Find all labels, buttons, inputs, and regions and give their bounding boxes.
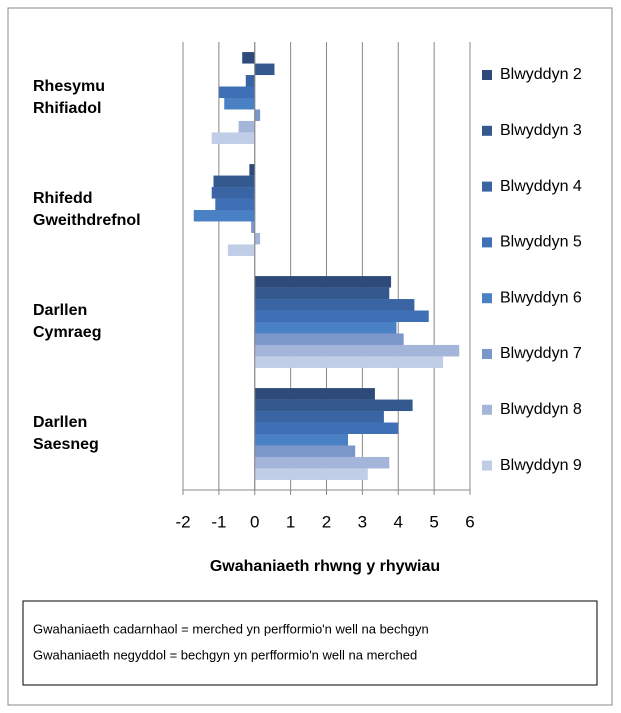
- bar: [254, 232, 261, 245]
- bar: [254, 468, 368, 480]
- label-line: Rhesymu: [33, 78, 105, 95]
- x-tick-label: 6: [465, 512, 474, 531]
- bar: [213, 175, 255, 188]
- x-tick-label: 3: [358, 512, 367, 531]
- legend-swatch: [482, 404, 492, 415]
- label-line: Gweithdrefnol: [33, 212, 141, 229]
- y-tick-label: Darllen Cymraeg: [33, 302, 101, 341]
- x-tick-label: -2: [175, 512, 190, 531]
- note-box: [22, 600, 598, 686]
- bar: [254, 299, 415, 311]
- bar: [211, 187, 255, 199]
- bar: [218, 86, 255, 98]
- y-tick-label: Rhifedd Gweithdrefnol: [33, 190, 141, 229]
- legend-swatch: [482, 293, 492, 304]
- label-line: Rhifedd: [33, 190, 93, 207]
- legend-swatch: [482, 237, 492, 248]
- label-line: Darllen: [33, 302, 87, 319]
- bar: [254, 322, 397, 334]
- bar: [254, 333, 404, 345]
- x-tick-label: 5: [429, 512, 438, 531]
- legend-label: Blwyddyn 3: [500, 122, 582, 139]
- x-tick-label: 0: [250, 512, 259, 531]
- label-line: Darllen: [33, 414, 87, 431]
- bar: [254, 434, 349, 446]
- legend-label: Blwyddyn 6: [500, 289, 582, 306]
- bar: [254, 310, 429, 322]
- bar: [249, 164, 255, 176]
- legend-label: Blwyddyn 2: [500, 66, 582, 83]
- bar: [224, 98, 255, 110]
- legend-swatch: [482, 349, 492, 359]
- x-tick-label: -1: [211, 512, 226, 531]
- bar: [245, 75, 255, 87]
- x-tick-label: 2: [322, 512, 331, 531]
- bar: [254, 344, 460, 357]
- legend-swatch: [482, 460, 492, 471]
- bar: [254, 445, 356, 457]
- note: Gwahaniaeth cadarnhaol = merched yn perf…: [33, 621, 429, 636]
- bar: [254, 63, 275, 76]
- bar: [254, 411, 384, 423]
- y-tick-label: Darllen Saesneg: [33, 414, 99, 453]
- bar: [254, 456, 390, 469]
- legend-label: Blwyddyn 9: [500, 457, 582, 474]
- bar: [254, 422, 399, 434]
- bar: [254, 356, 444, 368]
- x-axis-title: Gwahaniaeth rhwng y rhywiau: [210, 558, 440, 575]
- bar: [251, 221, 255, 233]
- x-tick-label: 1: [286, 512, 295, 531]
- bar: [254, 287, 390, 300]
- legend-swatch: [482, 125, 492, 136]
- legend-label: Blwyddyn 4: [500, 178, 582, 195]
- bar: [254, 276, 392, 288]
- bar: [254, 399, 413, 412]
- bar: [254, 109, 261, 121]
- bar: [242, 52, 255, 64]
- legend-label: Blwyddyn 8: [500, 401, 582, 418]
- label-line: Rhifiadol: [33, 100, 101, 117]
- bar: [238, 120, 255, 133]
- legend-label: Blwyddyn 5: [500, 234, 582, 251]
- bar: [193, 210, 255, 222]
- label-line: Saesneg: [33, 436, 99, 453]
- bar: [211, 132, 255, 144]
- label-line: Cymraeg: [33, 324, 101, 341]
- bar: [215, 198, 255, 210]
- note: Gwahaniaeth negyddol = bechgyn yn perffo…: [33, 647, 417, 662]
- bar: [254, 388, 375, 400]
- y-tick-label: Rhesymu Rhifiadol: [33, 78, 105, 117]
- x-tick-label: 4: [394, 512, 403, 531]
- legend-swatch: [482, 181, 492, 192]
- legend-swatch: [482, 70, 492, 80]
- legend-label: Blwyddyn 7: [500, 345, 582, 362]
- bar: [227, 244, 255, 256]
